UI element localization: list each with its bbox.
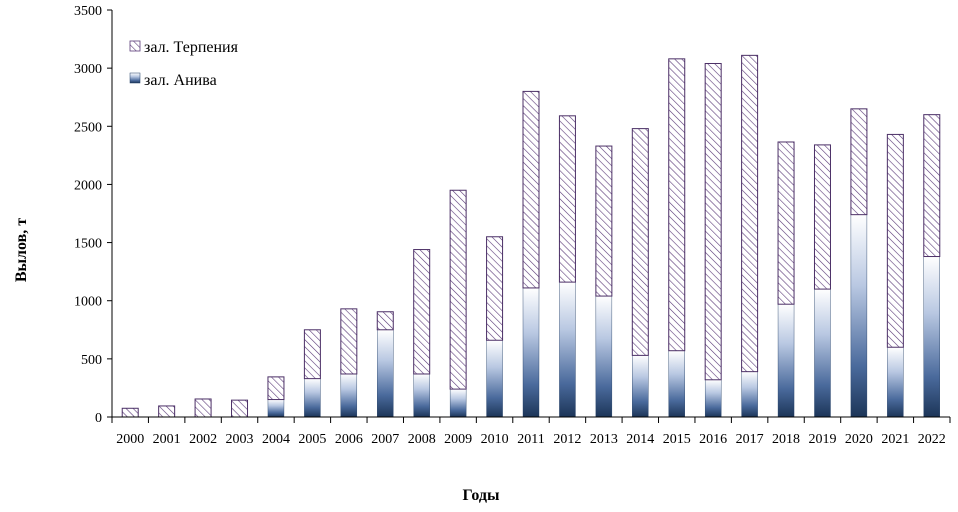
- y-tick-label: 3000: [74, 62, 102, 77]
- bar-aniva-2004: [267, 399, 285, 418]
- bar-aniva-2010: [486, 340, 503, 418]
- bar-aniva-2012: [559, 281, 576, 418]
- x-tick-label: 2012: [553, 432, 581, 447]
- x-tick-label: 2004: [262, 432, 290, 447]
- bar-terpeniya-2000: [121, 407, 139, 418]
- bar-terpeniya-2020: [850, 108, 868, 216]
- x-tick-label: 2008: [408, 432, 436, 447]
- legend-label-terpeniya: зал. Терпения: [144, 39, 239, 56]
- x-tick-label: 2022: [918, 432, 946, 447]
- bar-terpeniya-2014: [631, 128, 649, 356]
- bar-terpeniya-2001: [158, 405, 176, 418]
- legend-item-terpeniya: зал. Терпения: [129, 39, 239, 56]
- x-tick-label: 2015: [663, 432, 691, 447]
- x-tick-label: 2014: [626, 432, 654, 447]
- bar-terpeniya-2018: [777, 141, 795, 305]
- x-tick-label: 2017: [736, 432, 764, 447]
- y-tick-label: 1500: [74, 237, 102, 252]
- bar-aniva-2017: [741, 371, 758, 418]
- bar-terpeniya-2004: [267, 376, 285, 401]
- x-tick-label: 2021: [881, 432, 909, 447]
- bar-terpeniya-2016: [704, 62, 722, 381]
- bar-aniva-2022: [923, 256, 940, 418]
- x-tick-labels: 2000 2001 2002 2003 2004 2005 2006 2007 2008 2009…: [116, 432, 946, 447]
- bar-terpeniya-2022: [923, 114, 941, 258]
- x-tick-label: 2007: [371, 432, 399, 447]
- bar-aniva-2019: [814, 288, 831, 418]
- y-tick-labels: 0 500 1000 1500 2000 2500 3000 3500: [74, 4, 102, 426]
- y-tick-label: 3500: [74, 4, 102, 19]
- bar-aniva-2018: [777, 304, 795, 418]
- bar-aniva-2013: [595, 295, 613, 418]
- y-tick-label: 2500: [74, 120, 102, 135]
- x-tick-label: 2013: [590, 432, 618, 447]
- axes-group: [107, 9, 951, 423]
- x-tick-label: 2010: [481, 432, 509, 447]
- legend-swatch-aniva: [129, 72, 141, 84]
- bar-terpeniya-2005: [303, 329, 321, 380]
- bar-aniva-2006: [340, 373, 358, 418]
- x-tick-label: 2020: [845, 432, 873, 447]
- bar-terpeniya-2003: [231, 399, 249, 418]
- legend-swatch-terpeniya: [129, 40, 141, 52]
- bar-aniva-2020: [850, 214, 868, 418]
- x-tick-label: 2018: [772, 432, 800, 447]
- y-tick-label: 1000: [74, 295, 102, 310]
- bar-terpeniya-2017: [741, 54, 759, 373]
- bar-aniva-2011: [522, 287, 540, 418]
- bar-terpeniya-2009: [449, 189, 467, 390]
- bar-terpeniya-2019: [813, 144, 831, 290]
- legend-label-aniva: зал. Анива: [144, 72, 217, 89]
- bar-terpeniya-2002: [194, 398, 212, 418]
- x-tick-label: 2011: [517, 432, 544, 447]
- x-tick-label: 2016: [699, 432, 727, 447]
- x-tick-label: 2000: [116, 432, 144, 447]
- x-axis-title: Годы: [463, 487, 500, 504]
- bar-aniva-2014: [632, 355, 649, 418]
- bar-terpeniya-2006: [340, 308, 358, 375]
- bar-terpeniya-2015: [668, 58, 686, 352]
- bar-terpeniya-2012: [558, 115, 576, 283]
- y-tick-label: 2000: [74, 178, 102, 193]
- x-tick-label: 2009: [444, 432, 472, 447]
- bar-terpeniya-2011: [522, 90, 540, 289]
- x-tick-label: 2005: [298, 432, 326, 447]
- bar-aniva-2009: [449, 388, 467, 418]
- x-tick-label: 2002: [189, 432, 217, 447]
- bar-terpeniya-2007: [376, 311, 394, 331]
- y-tick-label: 0: [95, 411, 102, 426]
- bar-terpeniya-2010: [486, 236, 504, 341]
- legend-item-aniva: зал. Анива: [129, 72, 217, 89]
- x-tick-label: 2001: [153, 432, 181, 447]
- bar-terpeniya-2008: [413, 249, 431, 375]
- bar-aniva-2005: [304, 378, 321, 418]
- bars-group: [121, 54, 941, 418]
- y-tick-label: 500: [81, 353, 102, 368]
- bar-aniva-2021: [887, 347, 904, 418]
- legend: зал. Терпения зал. Анива: [129, 39, 239, 89]
- bar-terpeniya-2013: [595, 145, 613, 297]
- bar-aniva-2007: [377, 329, 394, 418]
- x-tick-label: 2019: [808, 432, 836, 447]
- bar-aniva-2008: [413, 373, 430, 418]
- bar-terpeniya-2021: [886, 133, 904, 348]
- x-tick-label: 2003: [226, 432, 254, 447]
- x-tick-label: 2006: [335, 432, 363, 447]
- bar-aniva-2016: [704, 379, 722, 418]
- y-axis-title: Вылов, т: [13, 218, 30, 282]
- bar-aniva-2015: [668, 350, 685, 418]
